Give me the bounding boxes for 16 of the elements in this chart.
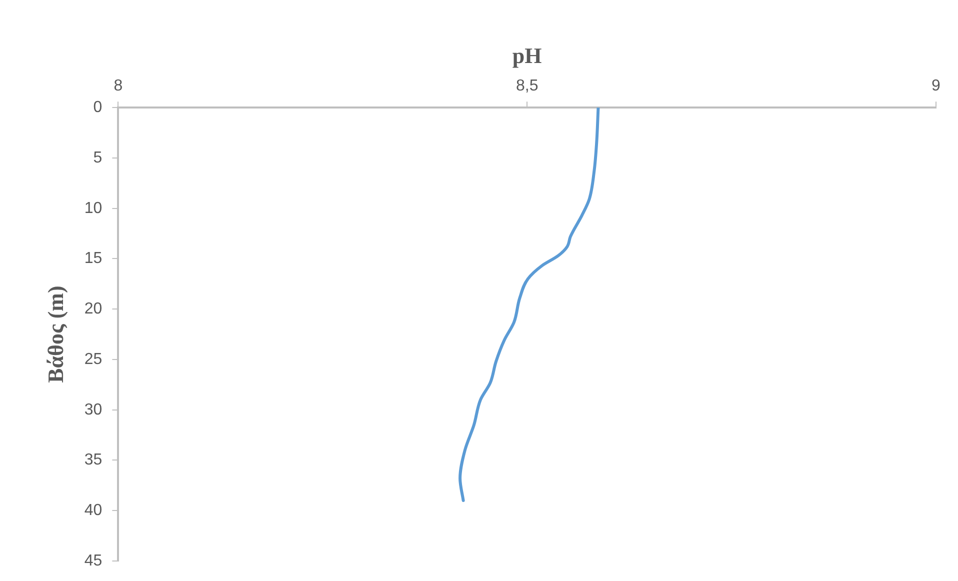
x-axis-title: pH <box>512 42 542 68</box>
y-tick-label: 20 <box>84 300 102 318</box>
x-tick-label: 9 <box>932 77 941 94</box>
line-series <box>458 108 600 502</box>
y-tick-label: 0 <box>93 99 102 116</box>
x-tick-label: 8,5 <box>516 77 538 94</box>
y-tick-label: 45 <box>84 552 102 570</box>
y-tick-label: 35 <box>84 452 102 469</box>
y-tick-label: 30 <box>84 401 102 418</box>
y-tick-label: 15 <box>84 250 102 268</box>
x-tick-label: 8 <box>114 77 123 94</box>
y-tick-label: 5 <box>93 149 102 166</box>
y-tick-label: 10 <box>84 200 102 217</box>
y-axis-title: Βάθος (m) <box>42 286 68 383</box>
y-tick-label: 25 <box>84 350 102 368</box>
y-tick-label: 40 <box>84 502 102 520</box>
